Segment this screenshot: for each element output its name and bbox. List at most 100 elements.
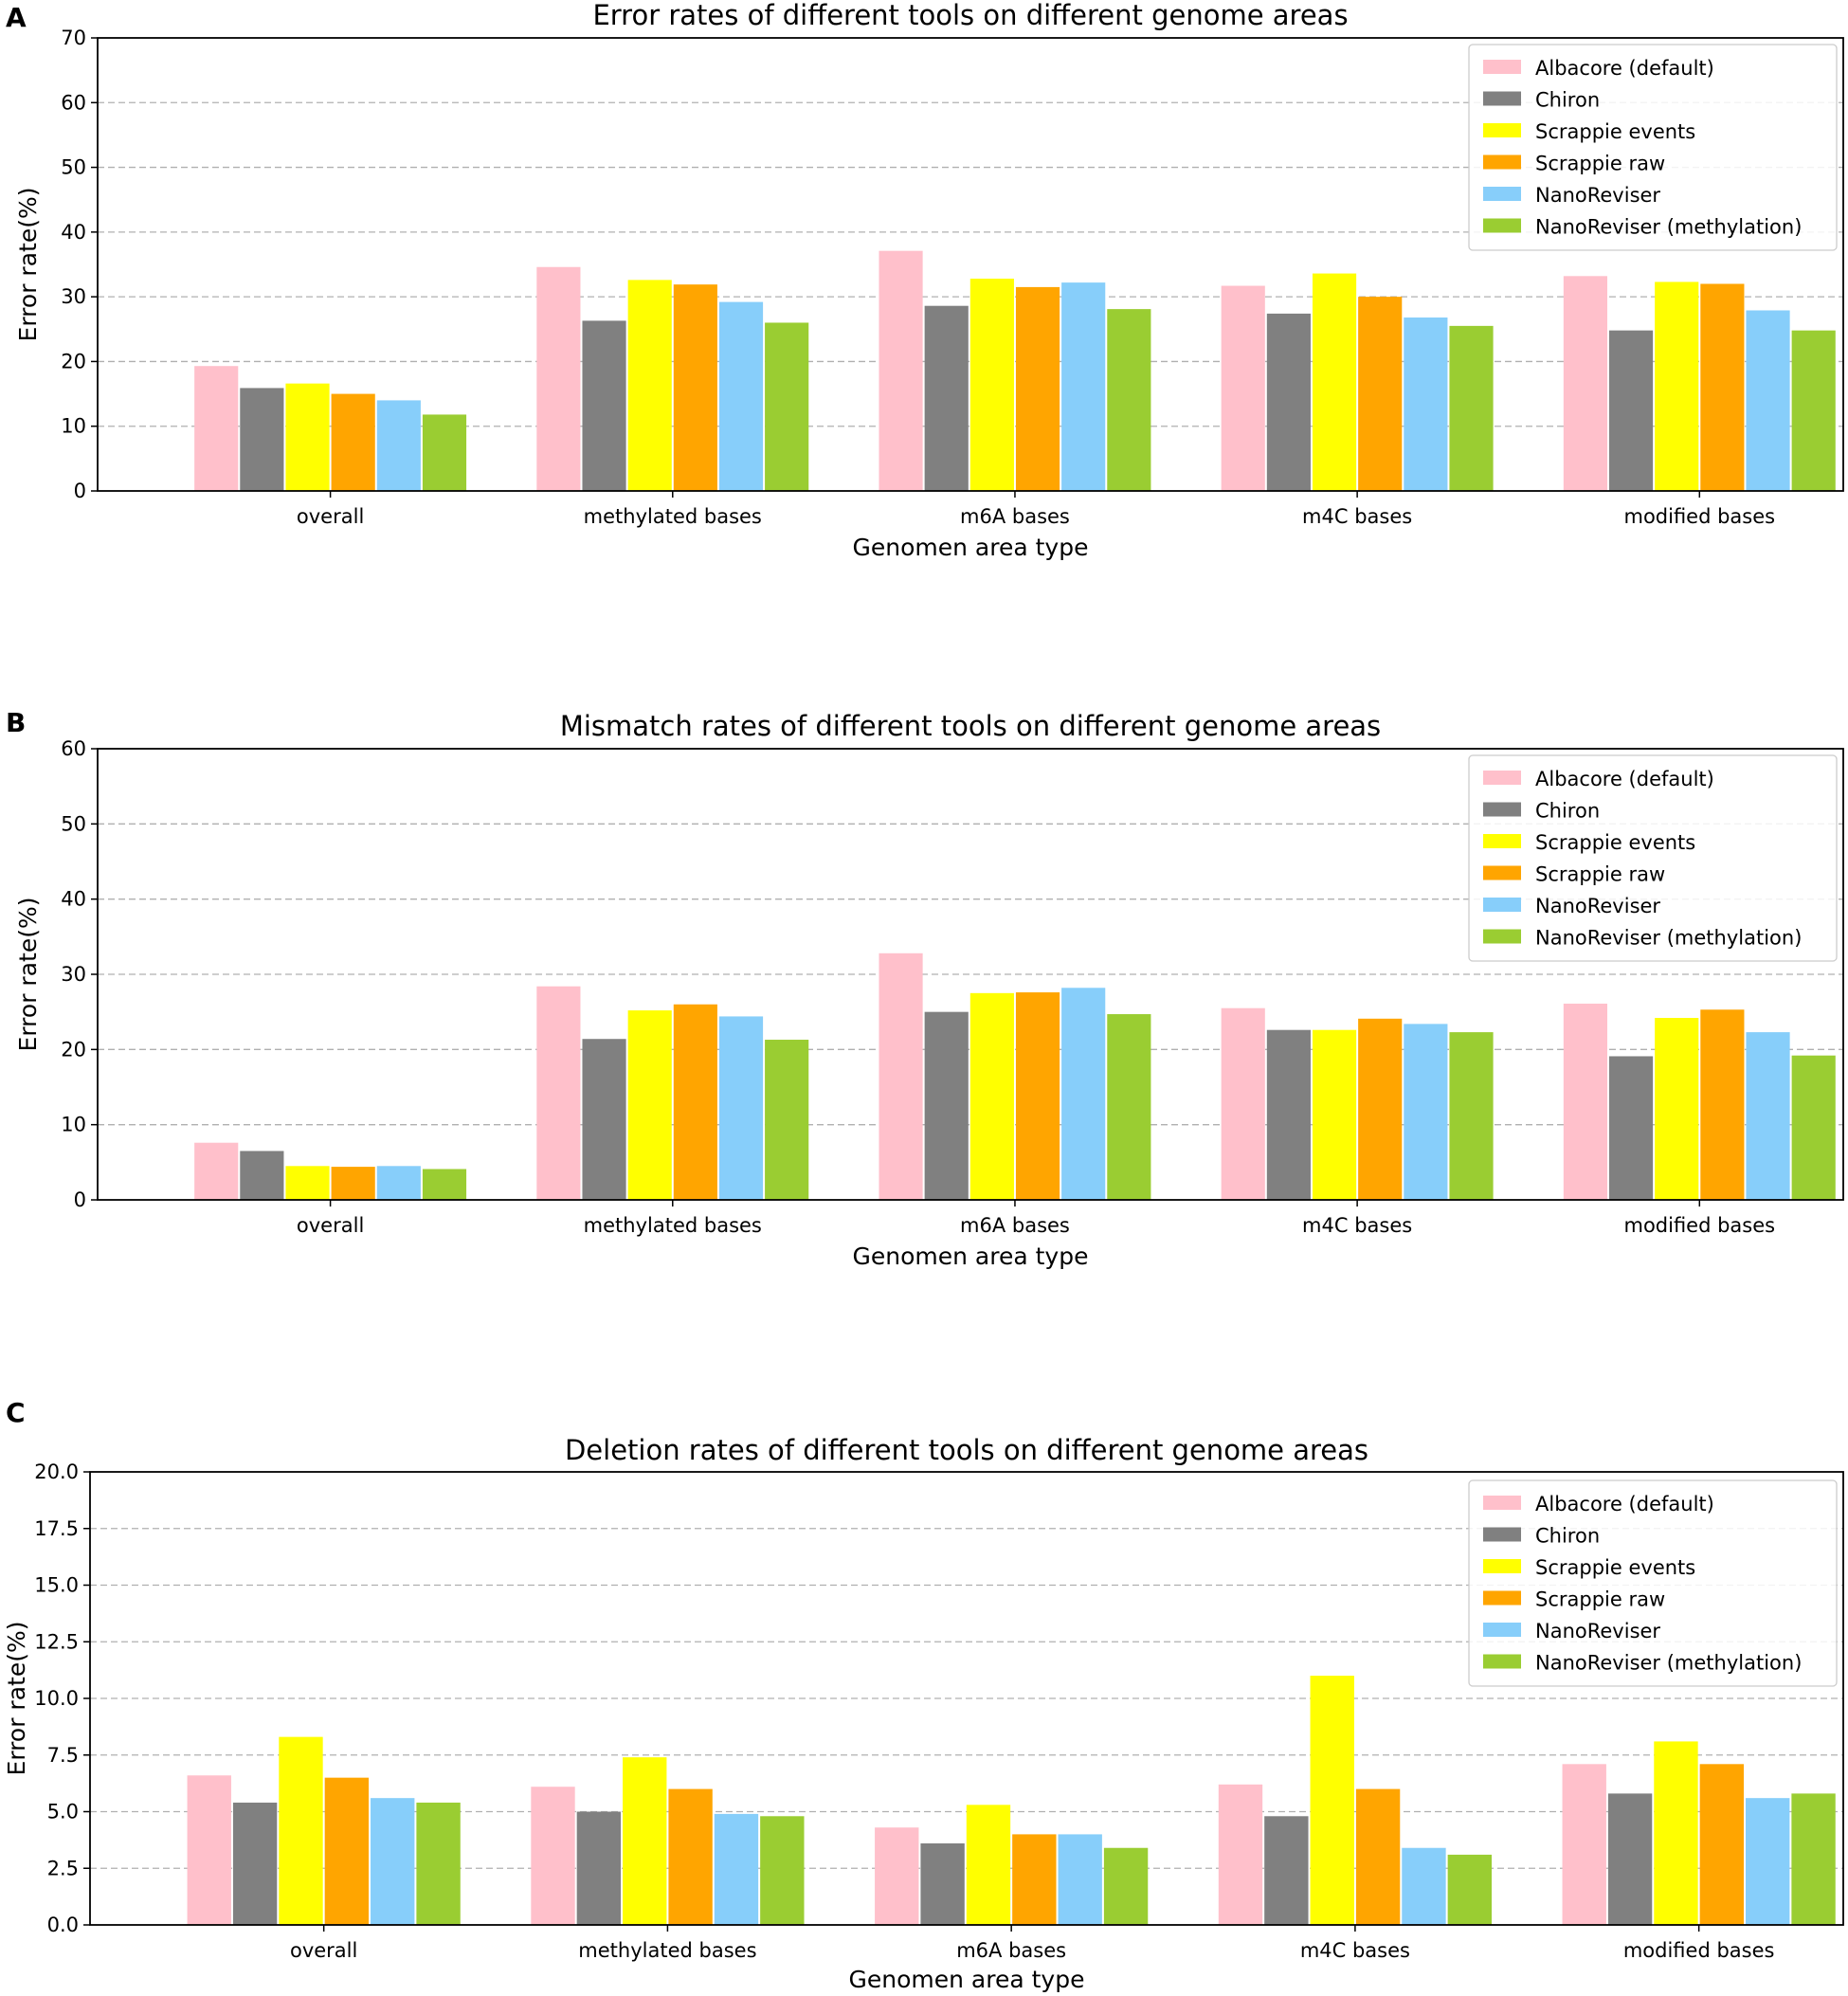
bar-scrappie-raw-overall (324, 1777, 370, 1925)
bar-albacore-default-modified-bases (1563, 276, 1607, 491)
y-tick-label: 70 (61, 27, 86, 49)
bar-nanoreviser-methylation-modified-bases (1791, 1055, 1836, 1200)
bar-nanoreviser-modified-bases (1746, 1032, 1790, 1200)
bar-chiron-m6A-bases (924, 305, 969, 491)
y-tick-label: 15.0 (34, 1574, 79, 1597)
legend-swatch (1483, 60, 1521, 74)
x-tick-label: overall (290, 1939, 357, 1962)
bar-albacore-default-overall (194, 1142, 239, 1200)
bar-albacore-default-overall (194, 366, 239, 491)
bar-nanoreviser-m6A-bases (1061, 282, 1106, 491)
bar-scrappie-raw-modified-bases (1700, 1009, 1745, 1200)
bar-scrappie-events-m6A-bases (969, 992, 1014, 1200)
legend-frame (1468, 754, 1838, 962)
legend-swatch (1483, 771, 1521, 785)
bar-scrappie-raw-m6A-bases (1012, 1834, 1057, 1925)
bar-chiron-modified-bases (1608, 330, 1654, 491)
bar-nanoreviser-m4C-bases (1404, 1024, 1448, 1200)
bar-nanoreviser-overall (371, 1798, 415, 1925)
bar-scrappie-events-modified-bases (1655, 1018, 1699, 1200)
bar-nanoreviser-methylation-overall (416, 1802, 461, 1925)
bar-albacore-default-methylated-bases (531, 1787, 575, 1925)
axes-frame (89, 1471, 1844, 1926)
x-tick-label: methylated bases (578, 1939, 756, 1962)
bar-chiron-methylated-bases (576, 1811, 622, 1925)
x-tick-label: modified bases (1623, 505, 1775, 528)
legend-swatch (1483, 91, 1521, 106)
bar-nanoreviser-methylation-m6A-bases (1107, 309, 1151, 491)
x-tick-label: m6A bases (960, 505, 1070, 528)
x-axis-label: Genomen area type (853, 1243, 1089, 1270)
y-tick-label: 0 (74, 480, 86, 502)
bar-scrappie-events-methylated-bases (627, 1010, 672, 1200)
y-tick-label: 40 (61, 221, 86, 244)
y-tick-label: 0 (74, 1189, 86, 1211)
bar-scrappie-raw-methylated-bases (673, 1004, 717, 1200)
y-tick-label: 12.5 (34, 1630, 79, 1653)
bar-chiron-overall (240, 388, 284, 491)
bar-chiron-methylated-bases (582, 320, 626, 491)
legend-swatch (1483, 929, 1521, 944)
legend-frame (1468, 1479, 1838, 1687)
x-tick-label: m4C bases (1302, 1214, 1412, 1237)
bar-scrappie-events-m6A-bases (966, 1805, 1011, 1925)
bar-nanoreviser-m6A-bases (1058, 1834, 1102, 1925)
chart-panel-c: C Deletion rates of different tools on di… (3, 1397, 1844, 1993)
bar-nanoreviser-methylation-methylated-bases (765, 322, 809, 491)
y-tick-label: 20 (61, 1038, 86, 1061)
x-tick-label: m6A bases (960, 1214, 1070, 1237)
bar-nanoreviser-methylation-m4C-bases (1449, 325, 1494, 491)
y-tick-label: 7.5 (47, 1744, 79, 1767)
bar-nanoreviser-m4C-bases (1404, 317, 1448, 491)
bar-scrappie-raw-m4C-bases (1355, 1788, 1401, 1925)
y-tick-label: 10 (61, 1114, 86, 1136)
bar-scrappie-events-m4C-bases (1312, 1029, 1357, 1200)
y-tick-label: 20.0 (34, 1461, 79, 1483)
y-tick-label: 17.5 (34, 1517, 79, 1540)
bar-scrappie-raw-m6A-bases (1015, 992, 1060, 1200)
legend-swatch (1483, 834, 1521, 848)
y-tick-label: 60 (61, 737, 86, 760)
y-tick-label: 50 (61, 156, 86, 179)
bar-scrappie-events-modified-bases (1654, 1741, 1698, 1925)
y-tick-label: 40 (61, 888, 86, 911)
legend-label: Albacore (default) (1535, 57, 1714, 80)
bar-chiron-methylated-bases (582, 1039, 626, 1200)
legend-swatch (1483, 865, 1521, 880)
x-tick-label: m6A bases (956, 1939, 1066, 1962)
x-tick-label: methylated bases (584, 505, 762, 528)
bar-scrappie-raw-modified-bases (1700, 283, 1745, 491)
bar-nanoreviser-methylation-m4C-bases (1447, 1854, 1492, 1925)
bar-scrappie-raw-m4C-bases (1358, 297, 1403, 491)
panel-letter: A (6, 2, 27, 33)
bar-scrappie-events-methylated-bases (623, 1757, 667, 1925)
panel-letter: B (6, 707, 26, 738)
bar-scrappie-raw-modified-bases (1699, 1764, 1745, 1925)
legend-swatch (1483, 1559, 1521, 1573)
y-tick-label: 30 (61, 963, 86, 986)
y-tick-label: 0.0 (47, 1914, 79, 1936)
bar-scrappie-raw-m4C-bases (1358, 1018, 1403, 1200)
bar-nanoreviser-methylation-modified-bases (1791, 1793, 1836, 1925)
bar-nanoreviser-methylated-bases (714, 1813, 759, 1925)
legend-label: Chiron (1535, 1525, 1600, 1548)
legend-label: Scrappie events (1535, 1556, 1695, 1579)
bar-scrappie-raw-methylated-bases (668, 1788, 713, 1925)
legend-swatch (1483, 1623, 1521, 1637)
legend-swatch (1483, 1590, 1521, 1606)
legend-label: Chiron (1535, 89, 1600, 112)
legend-swatch (1483, 802, 1521, 817)
y-tick-label: 30 (61, 285, 86, 308)
x-tick-label: overall (297, 1214, 364, 1237)
y-axis-label: Error rate(%) (14, 898, 42, 1052)
bar-albacore-default-modified-bases (1562, 1764, 1606, 1925)
x-tick-label: modified bases (1623, 1214, 1775, 1237)
bar-albacore-default-m4C-bases (1221, 285, 1265, 491)
bar-albacore-default-methylated-bases (536, 986, 581, 1200)
bar-nanoreviser-m6A-bases (1061, 988, 1106, 1200)
bar-scrappie-events-overall (285, 383, 330, 491)
bar-albacore-default-m6A-bases (879, 953, 923, 1200)
bar-albacore-default-m4C-bases (1218, 1784, 1263, 1925)
bar-nanoreviser-methylation-overall (422, 1169, 467, 1200)
x-axis-label: Genomen area type (849, 1966, 1085, 1993)
